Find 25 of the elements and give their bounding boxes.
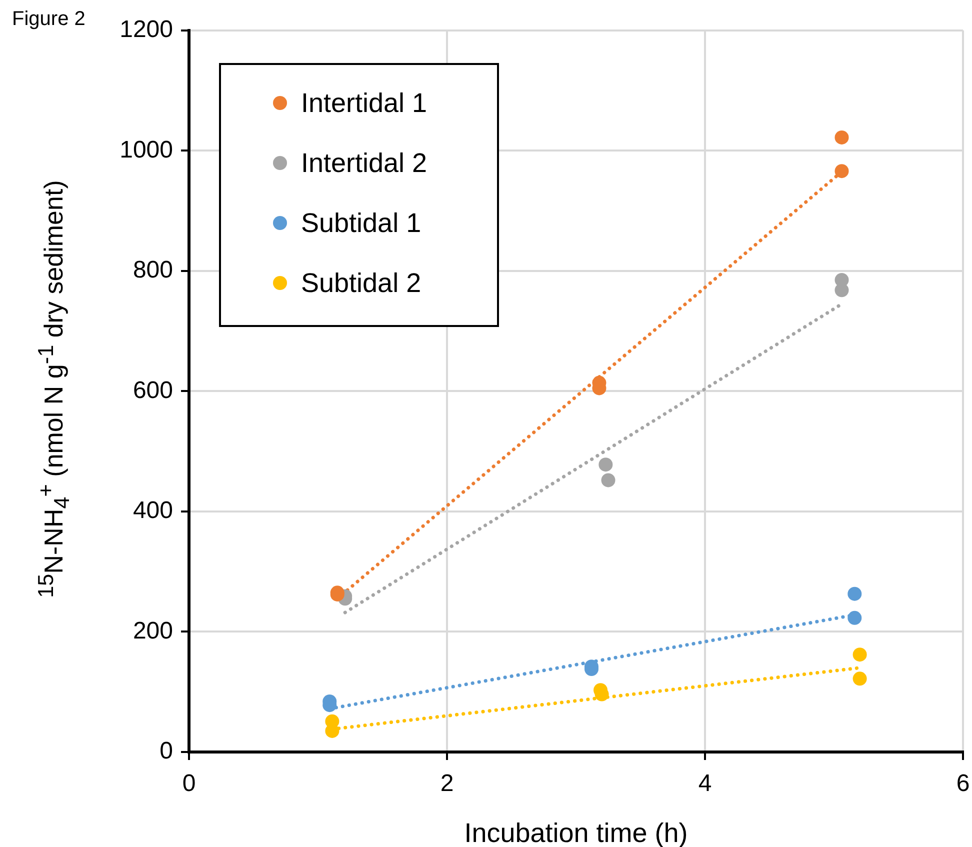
point bbox=[852, 672, 867, 686]
legend-label: Subtidal 1 bbox=[301, 208, 422, 238]
y-tick-label: 600 bbox=[132, 376, 173, 404]
x-tick-label: 4 bbox=[698, 770, 712, 798]
legend-label: Intertidal 2 bbox=[301, 148, 428, 178]
point bbox=[848, 610, 862, 625]
y-tick-label: 1200 bbox=[120, 16, 173, 44]
point bbox=[852, 648, 867, 662]
point bbox=[834, 164, 849, 178]
point bbox=[848, 586, 862, 601]
x-tick-label: 6 bbox=[956, 770, 970, 798]
point bbox=[598, 458, 613, 472]
y-tick-label: 1000 bbox=[120, 136, 173, 164]
y-tick-label: 800 bbox=[132, 256, 173, 284]
x-tick-label: 0 bbox=[182, 770, 196, 798]
point bbox=[834, 283, 849, 298]
legend-label: Subtidal 2 bbox=[301, 268, 422, 298]
x-tick-label: 2 bbox=[440, 770, 454, 798]
y-tick-label: 0 bbox=[160, 738, 173, 765]
y-tick-label: 200 bbox=[132, 617, 173, 644]
y-tick-label: 400 bbox=[132, 497, 173, 524]
caption: Figure 2 bbox=[12, 8, 86, 31]
point bbox=[601, 473, 616, 488]
legend-label: Intertidal 1 bbox=[301, 88, 428, 118]
point bbox=[834, 130, 849, 144]
